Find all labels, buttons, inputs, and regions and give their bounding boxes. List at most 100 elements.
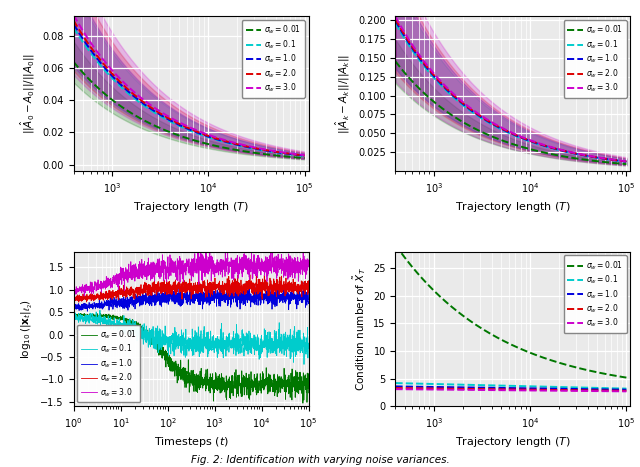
$\sigma_w=0.1$ [264,149,272,154]
$\sigma_w=1.0$ [264,148,272,154]
$\sigma_w=0.01$ [264,152,272,157]
$\sigma_w=3.0$ [623,158,630,164]
$\sigma_w=0.01$ [98,312,106,318]
$\sigma_w=0.01$ [70,59,77,65]
$\sigma_w=0.1$ [529,140,536,145]
$\sigma_w=3.0$ [392,14,399,20]
$\sigma_w=1.0$ [88,302,96,308]
$\sigma_w=2.0$ [179,284,186,290]
Line: $\sigma_w=0.1$: $\sigma_w=0.1$ [74,310,308,364]
$\sigma_w=0.01$ [529,351,537,357]
$\sigma_w=0.1$ [300,361,308,367]
$\sigma_w=0.01$ [170,361,177,367]
$\sigma_w=3.0$ [586,153,594,159]
$\sigma_w=1.0$ [84,308,92,314]
$\sigma_w=0.01$ [175,373,182,379]
Line: $\sigma_w=0.01$: $\sigma_w=0.01$ [396,245,627,378]
$\sigma_w=1.0$ [179,288,186,294]
$\sigma_w=3.0$ [601,156,609,161]
$\sigma_w=2.0$ [70,18,77,23]
$\sigma_w=2.0$ [529,387,536,392]
Legend: $\sigma_w=0.01$, $\sigma_w=0.1$, $\sigma_w=1.0$, $\sigma_w=2.0$, $\sigma_w=3.0$: $\sigma_w=0.01$, $\sigma_w=0.1$, $\sigma… [242,20,305,98]
$\sigma_w=2.0$ [170,287,177,293]
$\sigma_w=0.01$ [392,60,400,65]
$\sigma_w=2.0$ [98,294,106,300]
$\sigma_w=1.0$ [204,295,211,301]
Line: $\sigma_w=2.0$: $\sigma_w=2.0$ [396,19,627,162]
$\sigma_w=0.1$ [207,135,214,141]
$\sigma_w=0.01$ [623,161,630,167]
$\sigma_w=0.01$ [207,142,215,148]
$\sigma_w=0.1$ [586,154,594,159]
$\sigma_w=1.0$ [301,153,308,159]
$\sigma_w=0.01$ [392,243,400,249]
$\sigma_w=2.0$ [204,277,211,283]
$\sigma_w=1.0$ [70,22,78,28]
$\sigma_w=1.0$ [392,18,399,24]
Y-axis label: $||\hat{A}_k - A_k||/||A_k||$: $||\hat{A}_k - A_k||/||A_k||$ [334,54,353,134]
$\sigma_w=0.01$ [204,376,211,382]
$\sigma_w=2.0$ [175,281,182,287]
$\sigma_w=0.01$ [81,311,88,316]
$\sigma_w=1.0$ [601,156,609,162]
$\sigma_w=0.1$ [601,385,609,391]
$\sigma_w=0.01$ [529,147,537,153]
$\sigma_w=2.0$ [211,135,219,141]
$\sigma_w=0.1$ [392,22,400,28]
$\sigma_w=2.0$ [601,388,609,393]
Line: $\sigma_w=3.0$: $\sigma_w=3.0$ [74,15,305,155]
$\sigma_w=2.0$ [529,387,537,392]
X-axis label: Trajectory length ($T$): Trajectory length ($T$) [455,200,571,214]
$\sigma_w=0.01$ [533,148,541,154]
$\sigma_w=0.1$ [586,385,594,390]
$\sigma_w=0.01$ [586,368,594,374]
$\sigma_w=2.0$ [533,140,541,146]
$\sigma_w=0.1$ [70,26,78,32]
$\sigma_w=2.0$ [75,299,83,305]
Legend: $\sigma_w=0.01$, $\sigma_w=0.1$, $\sigma_w=1.0$, $\sigma_w=2.0$, $\sigma_w=3.0$: $\sigma_w=0.01$, $\sigma_w=0.1$, $\sigma… [564,255,627,333]
$\sigma_w=1.0$ [279,150,287,156]
$\sigma_w=3.0$ [204,270,211,276]
$\sigma_w=1.0$ [533,141,541,146]
$\sigma_w=2.0$ [305,290,312,295]
$\sigma_w=0.1$ [533,384,541,389]
$\sigma_w=0.01$ [211,143,219,149]
$\sigma_w=0.01$ [279,154,287,159]
Line: $\sigma_w=0.1$: $\sigma_w=0.1$ [396,23,627,162]
$\sigma_w=0.01$ [207,142,214,148]
Line: $\sigma_w=0.1$: $\sigma_w=0.1$ [74,28,305,156]
$\sigma_w=3.0$ [81,293,88,299]
$\sigma_w=3.0$ [529,138,537,144]
$\sigma_w=3.0$ [529,388,537,393]
$\sigma_w=0.01$ [529,351,536,356]
Line: $\sigma_w=3.0$: $\sigma_w=3.0$ [396,17,627,161]
$\sigma_w=1.0$ [305,299,312,304]
X-axis label: Timesteps ($t$): Timesteps ($t$) [154,435,228,449]
$\sigma_w=2.0$ [533,387,541,393]
$\sigma_w=0.1$ [529,140,537,145]
$\sigma_w=2.0$ [392,16,399,22]
Legend: $\sigma_w=0.01$, $\sigma_w=0.1$, $\sigma_w=1.0$, $\sigma_w=2.0$, $\sigma_w=3.0$: $\sigma_w=0.01$, $\sigma_w=0.1$, $\sigma… [564,20,627,98]
$\sigma_w=0.1$ [392,21,399,26]
$\sigma_w=1.0$ [529,386,537,391]
$\sigma_w=2.0$ [586,154,594,159]
$\sigma_w=1.0$ [601,387,609,392]
$\sigma_w=1.0$ [70,21,77,27]
$\sigma_w=1.0$ [207,134,214,140]
$\sigma_w=0.01$ [299,400,307,406]
$\sigma_w=2.0$ [301,153,308,158]
Line: $\sigma_w=0.01$: $\sigma_w=0.01$ [74,313,308,403]
X-axis label: Trajectory length ($T$): Trajectory length ($T$) [455,435,571,449]
$\sigma_w=0.1$ [207,135,215,141]
Text: Fig. 2: Identification with varying noise variances.: Fig. 2: Identification with varying nois… [191,455,449,465]
$\sigma_w=3.0$ [264,147,272,153]
$\sigma_w=2.0$ [586,388,594,393]
Line: $\sigma_w=1.0$: $\sigma_w=1.0$ [74,24,305,156]
$\sigma_w=3.0$ [623,389,630,394]
$\sigma_w=3.0$ [98,279,106,284]
$\sigma_w=2.0$ [529,139,536,144]
$\sigma_w=3.0$ [175,259,182,265]
$\sigma_w=0.1$ [529,383,536,389]
$\sigma_w=0.1$ [533,141,541,147]
$\sigma_w=0.01$ [601,371,609,376]
